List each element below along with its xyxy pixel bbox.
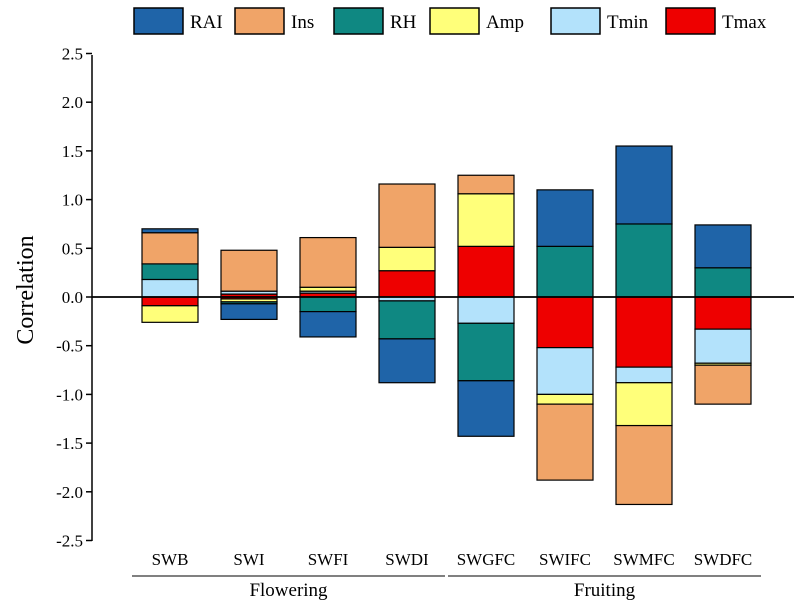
- y-tick-label: -1.5: [56, 434, 83, 453]
- y-tick-label: 1.0: [62, 191, 83, 210]
- bar-rh-swmfc: [615, 223, 673, 298]
- category-label-swb: SWB: [152, 550, 189, 569]
- axes: 2.5 2.0 1.5 1.0 0.5 0.0 -0.5 -1.0 -1.5 -2.0 -2.5 Co…: [13, 45, 93, 551]
- legend-swatch-rh: [333, 7, 384, 35]
- bar-neg-rh-swdi: [378, 300, 436, 340]
- bar-ins-swfi: [299, 236, 357, 288]
- category-label-swifc: SWIFC: [539, 550, 591, 569]
- bar-rai-swdfc: [694, 224, 752, 269]
- y-tick-label: -2.0: [56, 483, 83, 502]
- bar-neg-ins-swmfc: [615, 424, 673, 506]
- legend-label-tmin: Tmin: [607, 12, 649, 33]
- legend-label-rai: RAI: [190, 12, 223, 33]
- y-tick-label: -2.5: [56, 532, 83, 551]
- labels: SWB SWI SWFI SWDI SWGFC SWIFC SWMFC SWDFC Flower…: [132, 550, 761, 600]
- category-label-swmfc: SWMFC: [613, 550, 674, 569]
- bar-neg-tmin-swifc: [536, 347, 594, 396]
- legend-label-tmax: Tmax: [722, 12, 767, 33]
- bar-tmax-swdi: [378, 270, 436, 298]
- y-tick-label: 2.0: [62, 93, 83, 112]
- group-label-fruiting: Fruiting: [574, 580, 636, 600]
- category-label-swdfc: SWDFC: [694, 550, 753, 569]
- bar-neg-rh-swfi: [299, 296, 357, 313]
- bar-ins-swb: [141, 232, 199, 265]
- group-label-flowering: Flowering: [249, 580, 328, 600]
- y-tick-label: 0.0: [62, 288, 83, 307]
- bar-neg-tmax-swb: [141, 296, 199, 307]
- y-tick-label: -1.0: [56, 385, 83, 404]
- bar-neg-rai-swfi: [299, 311, 357, 338]
- bar-rh-swb: [141, 263, 199, 281]
- bar-neg-ins-swifc: [536, 403, 594, 481]
- bar-neg-rh-swgfc: [457, 322, 515, 382]
- legend-swatch-tmin: [550, 7, 601, 35]
- bar-neg-tmax-swmfc: [615, 296, 673, 368]
- bar-neg-rai-swgfc: [457, 380, 515, 437]
- bar-amp-swdi: [378, 246, 436, 272]
- bar-rh-swifc: [536, 245, 594, 298]
- bar-neg-rai-swdi: [378, 338, 436, 384]
- bar-neg-ins-swdfc: [694, 364, 752, 405]
- category-label-swi: SWI: [233, 550, 265, 569]
- bar-rai-swmfc: [615, 145, 673, 225]
- bar-tmax-swgfc: [457, 245, 515, 298]
- legend-swatch-amp: [429, 7, 480, 35]
- bar-neg-amp-swifc: [536, 393, 594, 405]
- legend: RAI Ins RH Amp Tmin Tmax: [133, 7, 767, 35]
- bar-neg-tmin-swgfc: [457, 296, 515, 324]
- bar-tmin-swb: [141, 278, 199, 298]
- y-tick-label: -0.5: [56, 337, 83, 356]
- bar-neg-amp-swb: [141, 305, 199, 323]
- bars: [92, 145, 794, 506]
- bar-neg-amp-swmfc: [615, 382, 673, 427]
- category-label-swgfc: SWGFC: [457, 550, 516, 569]
- bar-rh-swdfc: [694, 267, 752, 298]
- y-axis-title: Correlation: [13, 235, 39, 344]
- bar-ins-swgfc: [457, 174, 515, 195]
- bar-neg-tmax-swifc: [536, 296, 594, 349]
- bar-rai-swifc: [536, 189, 594, 247]
- bar-neg-rai-swi: [220, 303, 278, 321]
- legend-label-amp: Amp: [486, 12, 524, 33]
- y-tick-label: 0.5: [62, 239, 83, 258]
- category-label-swfi: SWFI: [308, 550, 349, 569]
- bar-rai-swb: [141, 228, 199, 234]
- bar-neg-tmin-swdfc: [694, 328, 752, 364]
- bar-neg-tmin-swmfc: [615, 366, 673, 384]
- bar-neg-tmax-swdfc: [694, 296, 752, 330]
- bar-ins-swdi: [378, 183, 436, 248]
- bar-amp-swgfc: [457, 193, 515, 247]
- category-label-swdi: SWDI: [385, 550, 429, 569]
- y-tick-label: 2.5: [62, 45, 83, 64]
- y-tick-label: 1.5: [62, 142, 83, 161]
- legend-label-ins: Ins: [291, 12, 314, 33]
- legend-swatch-ins: [234, 7, 285, 35]
- legend-label-rh: RH: [390, 12, 417, 33]
- bar-ins-swi: [220, 249, 278, 292]
- legend-swatch-tmax: [665, 7, 716, 35]
- legend-swatch-rai: [133, 7, 184, 35]
